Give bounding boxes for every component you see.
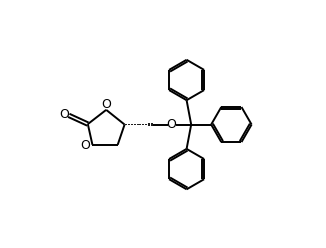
Text: O: O xyxy=(167,118,177,131)
Text: O: O xyxy=(101,98,111,111)
Text: O: O xyxy=(81,139,91,152)
Text: O: O xyxy=(59,108,69,121)
